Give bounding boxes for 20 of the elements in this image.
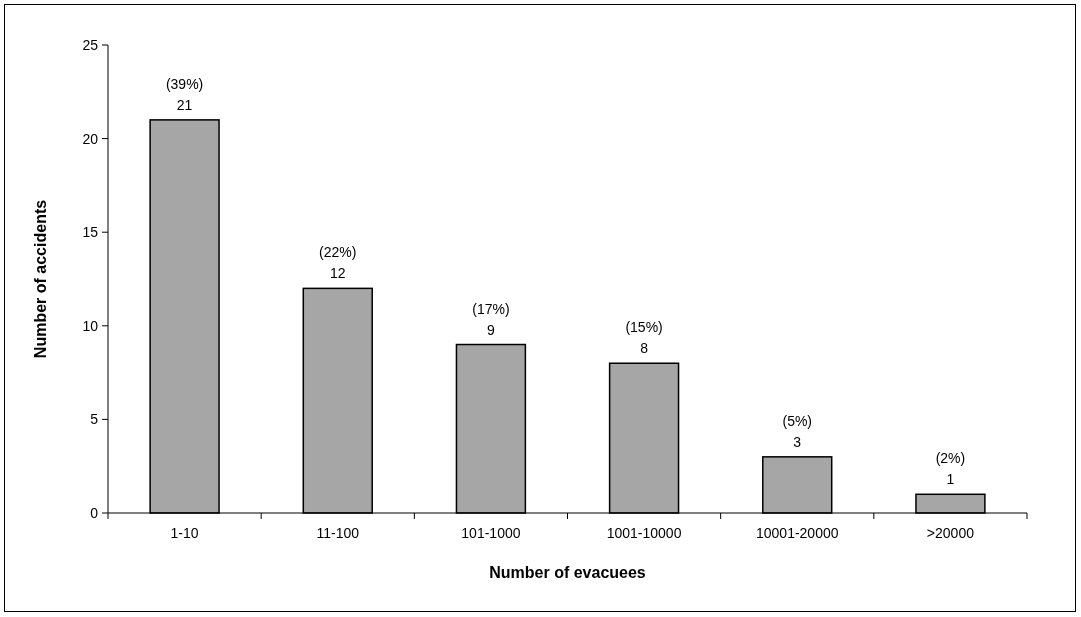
data-label: (39%) 21 bbox=[165, 75, 204, 113]
x-axis-title: Number of evacuees bbox=[489, 564, 646, 581]
y-tick-label: 15 bbox=[82, 224, 99, 241]
data-label: (22%) 12 bbox=[319, 244, 357, 282]
y-axis-title: Number of accidents bbox=[32, 199, 49, 359]
data-label: (5%) 3 bbox=[782, 412, 813, 450]
y-tick-label: 20 bbox=[82, 130, 99, 147]
x-tick-label: 10001-20000 bbox=[755, 525, 839, 541]
x-tick-label: 101-1000 bbox=[461, 525, 521, 541]
data-label: (17%) 9 bbox=[472, 300, 510, 338]
x-tick-label: 1001-10000 bbox=[606, 525, 682, 541]
x-tick-label: 1-10 bbox=[170, 525, 199, 541]
y-tick-label: 25 bbox=[82, 36, 99, 53]
x-tick-label: >20000 bbox=[926, 525, 975, 541]
y-tick-label: 5 bbox=[90, 411, 99, 428]
x-tick-label: 11-100 bbox=[316, 525, 360, 541]
y-tick-label: 10 bbox=[82, 317, 99, 334]
data-label: (15%) 8 bbox=[625, 319, 663, 357]
y-tick-label: 0 bbox=[90, 504, 99, 521]
data-label: (2%) 1 bbox=[935, 450, 966, 488]
